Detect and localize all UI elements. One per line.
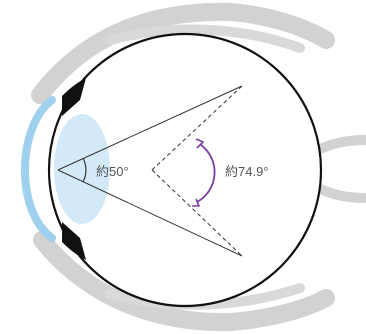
lens-angle-arc [82,157,87,183]
ray-upper [57,85,243,171]
retina-angle-label: 約74.9° [225,164,269,179]
iris-lower [62,222,86,260]
ray-lower [57,169,243,257]
retina-arc-arrow-bottom [192,198,200,207]
lower-eyelid [33,231,335,332]
eyelids [31,2,366,332]
cornea [21,96,56,242]
upper-eyelid [31,2,335,104]
eyeball-outline [47,32,323,308]
optic-nerve-upper [313,135,366,155]
optic-nerve-lower [313,183,366,203]
retina-angle-arc [196,144,216,203]
iris-upper [62,78,86,116]
lens-angle-label: 約50° [96,164,129,179]
upper-lid-fold [105,24,305,53]
crystalline-lens [54,114,110,224]
retina-arc-arrow-top [195,138,204,149]
